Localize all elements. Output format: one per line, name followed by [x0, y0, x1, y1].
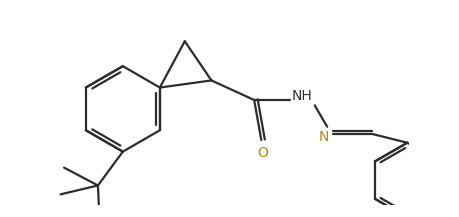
- Text: O: O: [257, 146, 268, 159]
- Text: N: N: [318, 130, 328, 144]
- Text: NH: NH: [291, 89, 312, 103]
